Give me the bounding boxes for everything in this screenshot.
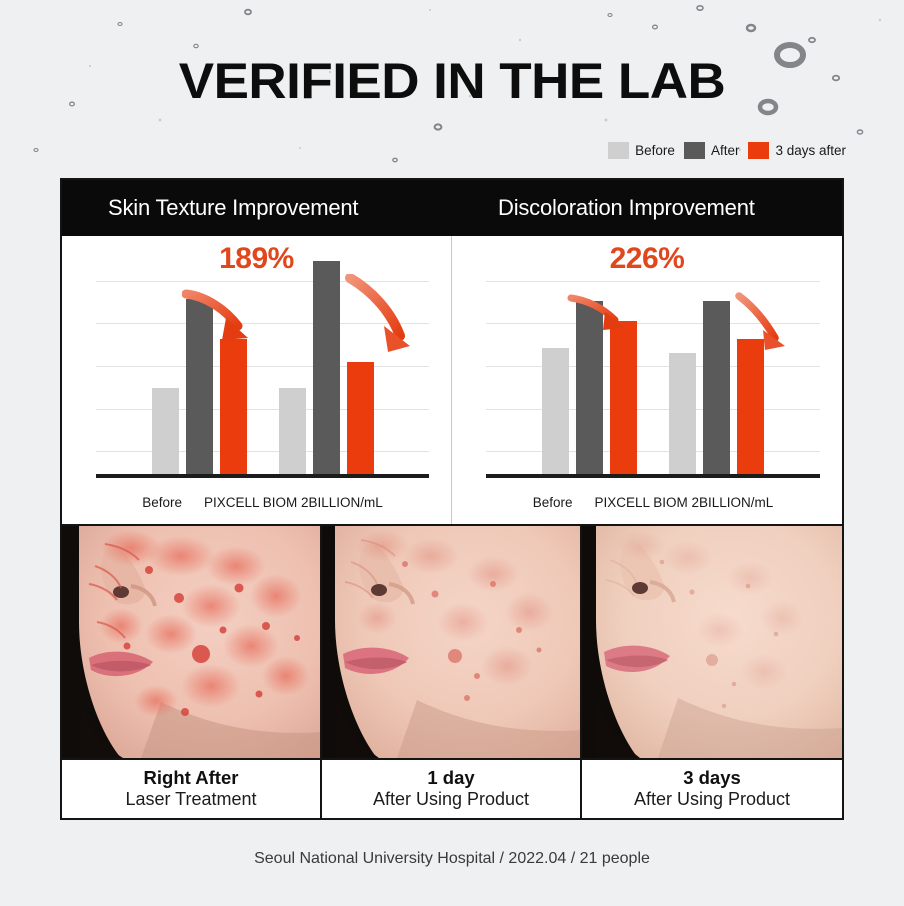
- page-title: VERIFIED IN THE LAB: [178, 53, 726, 109]
- caption-bottom-0: Laser Treatment: [125, 789, 257, 810]
- results-card: Skin Texture Improvement Discoloration I…: [60, 178, 844, 820]
- bar-before-d2: [669, 352, 696, 478]
- x-axis-line-discoloration: [486, 474, 820, 478]
- bar-3days-d1: [610, 321, 637, 478]
- caption-bottom-2: After Using Product: [633, 789, 791, 810]
- xlabel-before-left: Before: [142, 495, 182, 510]
- chart-title-skin-texture: Skin Texture Improvement: [108, 195, 359, 220]
- bar-3days-g2: [346, 361, 374, 478]
- bar-after-g1: [185, 298, 213, 478]
- x-axis-labels-skin-texture: Before PIXCELL BIOM 2BILLION/mL: [96, 495, 429, 510]
- after-swatch: [683, 142, 705, 159]
- before-swatch: [608, 142, 630, 159]
- bar-group-pixcell: [278, 254, 374, 478]
- chart-skin-texture: 189%: [62, 236, 452, 524]
- caption-1-day: 1 day After Using Product: [322, 760, 582, 818]
- bar-group-before: [151, 254, 247, 478]
- study-source-footer: Seoul National University Hospital / 202…: [254, 850, 650, 867]
- bar-group-pixcell-disc: [669, 254, 764, 478]
- bar-3days-g1: [219, 339, 247, 478]
- legend-label-before: Before: [635, 143, 675, 158]
- photo-right-after-laser: [62, 526, 322, 758]
- photo-1-day-after: [322, 526, 582, 758]
- charts-row: 189%: [62, 236, 842, 526]
- bar-before-d1: [542, 348, 569, 478]
- chart-legend: Before After 3 days after: [608, 142, 846, 159]
- legend-item-3-days-after: 3 days after: [748, 142, 846, 159]
- face-photo-severe-redness: [62, 526, 320, 758]
- bar-after-g2: [312, 260, 340, 478]
- caption-3-days: 3 days After Using Product: [582, 760, 842, 818]
- face-photo-clear-skin: [582, 526, 842, 758]
- x-axis-labels-discoloration: Before PIXCELL BIOM 2BILLION/mL: [486, 495, 820, 510]
- caption-bottom-1: After Using Product: [372, 789, 530, 810]
- chart-annotation-189: 189%: [219, 242, 294, 275]
- caption-top-0: Right After: [143, 767, 239, 789]
- captions-row: Right After Laser Treatment 1 day After …: [62, 758, 842, 818]
- bar-after-d2: [703, 301, 730, 478]
- bar-group-before-disc: [542, 254, 637, 478]
- xlabel-pixcell-left: PIXCELL BIOM 2BILLION/mL: [203, 495, 383, 510]
- legend-label-after: After: [710, 143, 740, 158]
- legend-item-after: After: [683, 142, 740, 159]
- chart-discoloration: 226%: [452, 236, 842, 524]
- xlabel-pixcell-right: PIXCELL BIOM 2BILLION/mL: [594, 495, 774, 510]
- bar-before-g1: [151, 388, 179, 478]
- chart-annotation-226: 226%: [609, 242, 685, 275]
- plot-area-discoloration: [486, 254, 820, 478]
- legend-label-3-days-after: 3 days after: [775, 143, 846, 158]
- chart-header-bar: Skin Texture Improvement Discoloration I…: [62, 180, 842, 236]
- days3-swatch: [748, 142, 770, 159]
- xlabel-before-right: Before: [532, 495, 573, 510]
- face-photo-reduced-redness: [322, 526, 580, 758]
- bar-before-g2: [278, 388, 306, 478]
- caption-top-1: 1 day: [427, 767, 475, 789]
- caption-top-2: 3 days: [683, 767, 741, 789]
- bars-skin-texture: [96, 254, 429, 478]
- photo-3-days-after: [582, 526, 842, 758]
- bars-discoloration: [486, 254, 820, 478]
- x-axis-line-skin-texture: [96, 474, 429, 478]
- legend-item-before: Before: [608, 142, 675, 159]
- bar-3days-d2: [737, 339, 764, 478]
- caption-right-after: Right After Laser Treatment: [62, 760, 322, 818]
- bar-after-d1: [576, 301, 603, 478]
- chart-title-discoloration: Discoloration Improvement: [498, 195, 755, 220]
- plot-area-skin-texture: [96, 254, 429, 478]
- photos-row: [62, 526, 842, 758]
